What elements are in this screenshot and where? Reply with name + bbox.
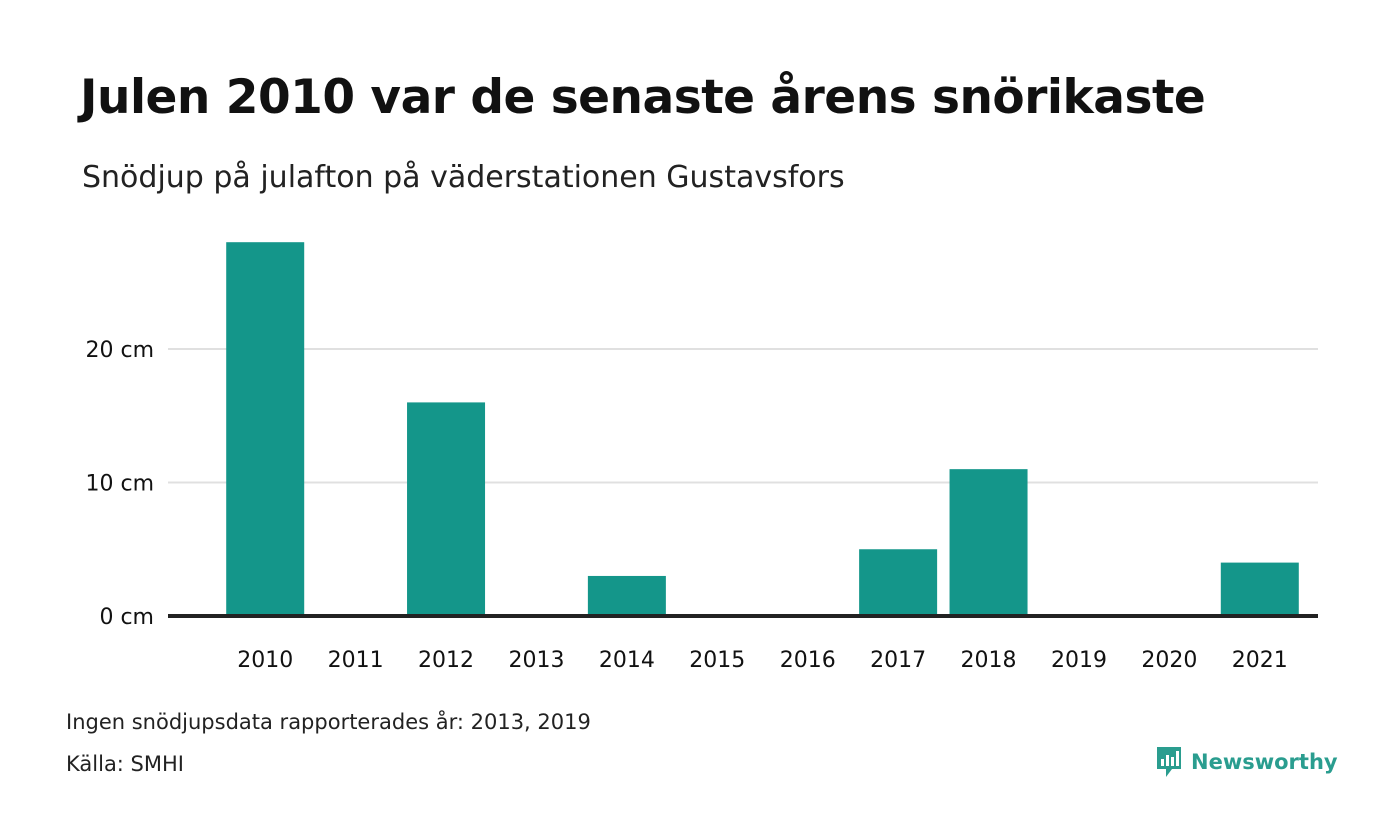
x-tick-label: 2012	[418, 648, 474, 673]
missing-data-note: Ingen snödjupsdata rapporterades år: 201…	[66, 710, 591, 734]
newsworthy-logo-icon	[1157, 747, 1181, 777]
bar-2021	[1220, 562, 1299, 616]
bar-2014	[587, 575, 666, 616]
x-tick-label: 2020	[1141, 648, 1197, 673]
newsworthy-logo-text: Newsworthy	[1191, 750, 1338, 774]
bar-2017	[859, 549, 938, 616]
y-tick-label: 0 cm	[99, 605, 154, 630]
bar-2018	[949, 469, 1028, 616]
x-tick-label: 2016	[780, 648, 836, 673]
x-tick-label: 2013	[508, 648, 564, 673]
bar-2010	[226, 242, 305, 616]
y-tick-label: 20 cm	[85, 338, 154, 363]
chart-subtitle: Snödjup på julafton på väderstationen Gu…	[82, 160, 845, 195]
x-tick-label: 2015	[689, 648, 745, 673]
x-tick-label: 2017	[870, 648, 926, 673]
bar-chart: 0 cm 10 cm 20 cm 2010 2011 2012 2013 2014 2015 20…	[85, 242, 1318, 673]
source-label: Källa: SMHI	[66, 752, 184, 776]
x-tick-label: 2018	[961, 648, 1017, 673]
y-tick-label: 10 cm	[85, 472, 154, 497]
x-tick-label: 2019	[1051, 648, 1107, 673]
bar-2012	[407, 402, 486, 616]
chart-title: Julen 2010 var de senaste årens snörikas…	[80, 70, 1206, 125]
x-tick-label: 2011	[328, 648, 384, 673]
x-tick-label: 2014	[599, 648, 655, 673]
newsworthy-logo: Newsworthy	[1155, 745, 1338, 779]
x-tick-label: 2021	[1232, 648, 1288, 673]
x-tick-label: 2010	[237, 648, 293, 673]
